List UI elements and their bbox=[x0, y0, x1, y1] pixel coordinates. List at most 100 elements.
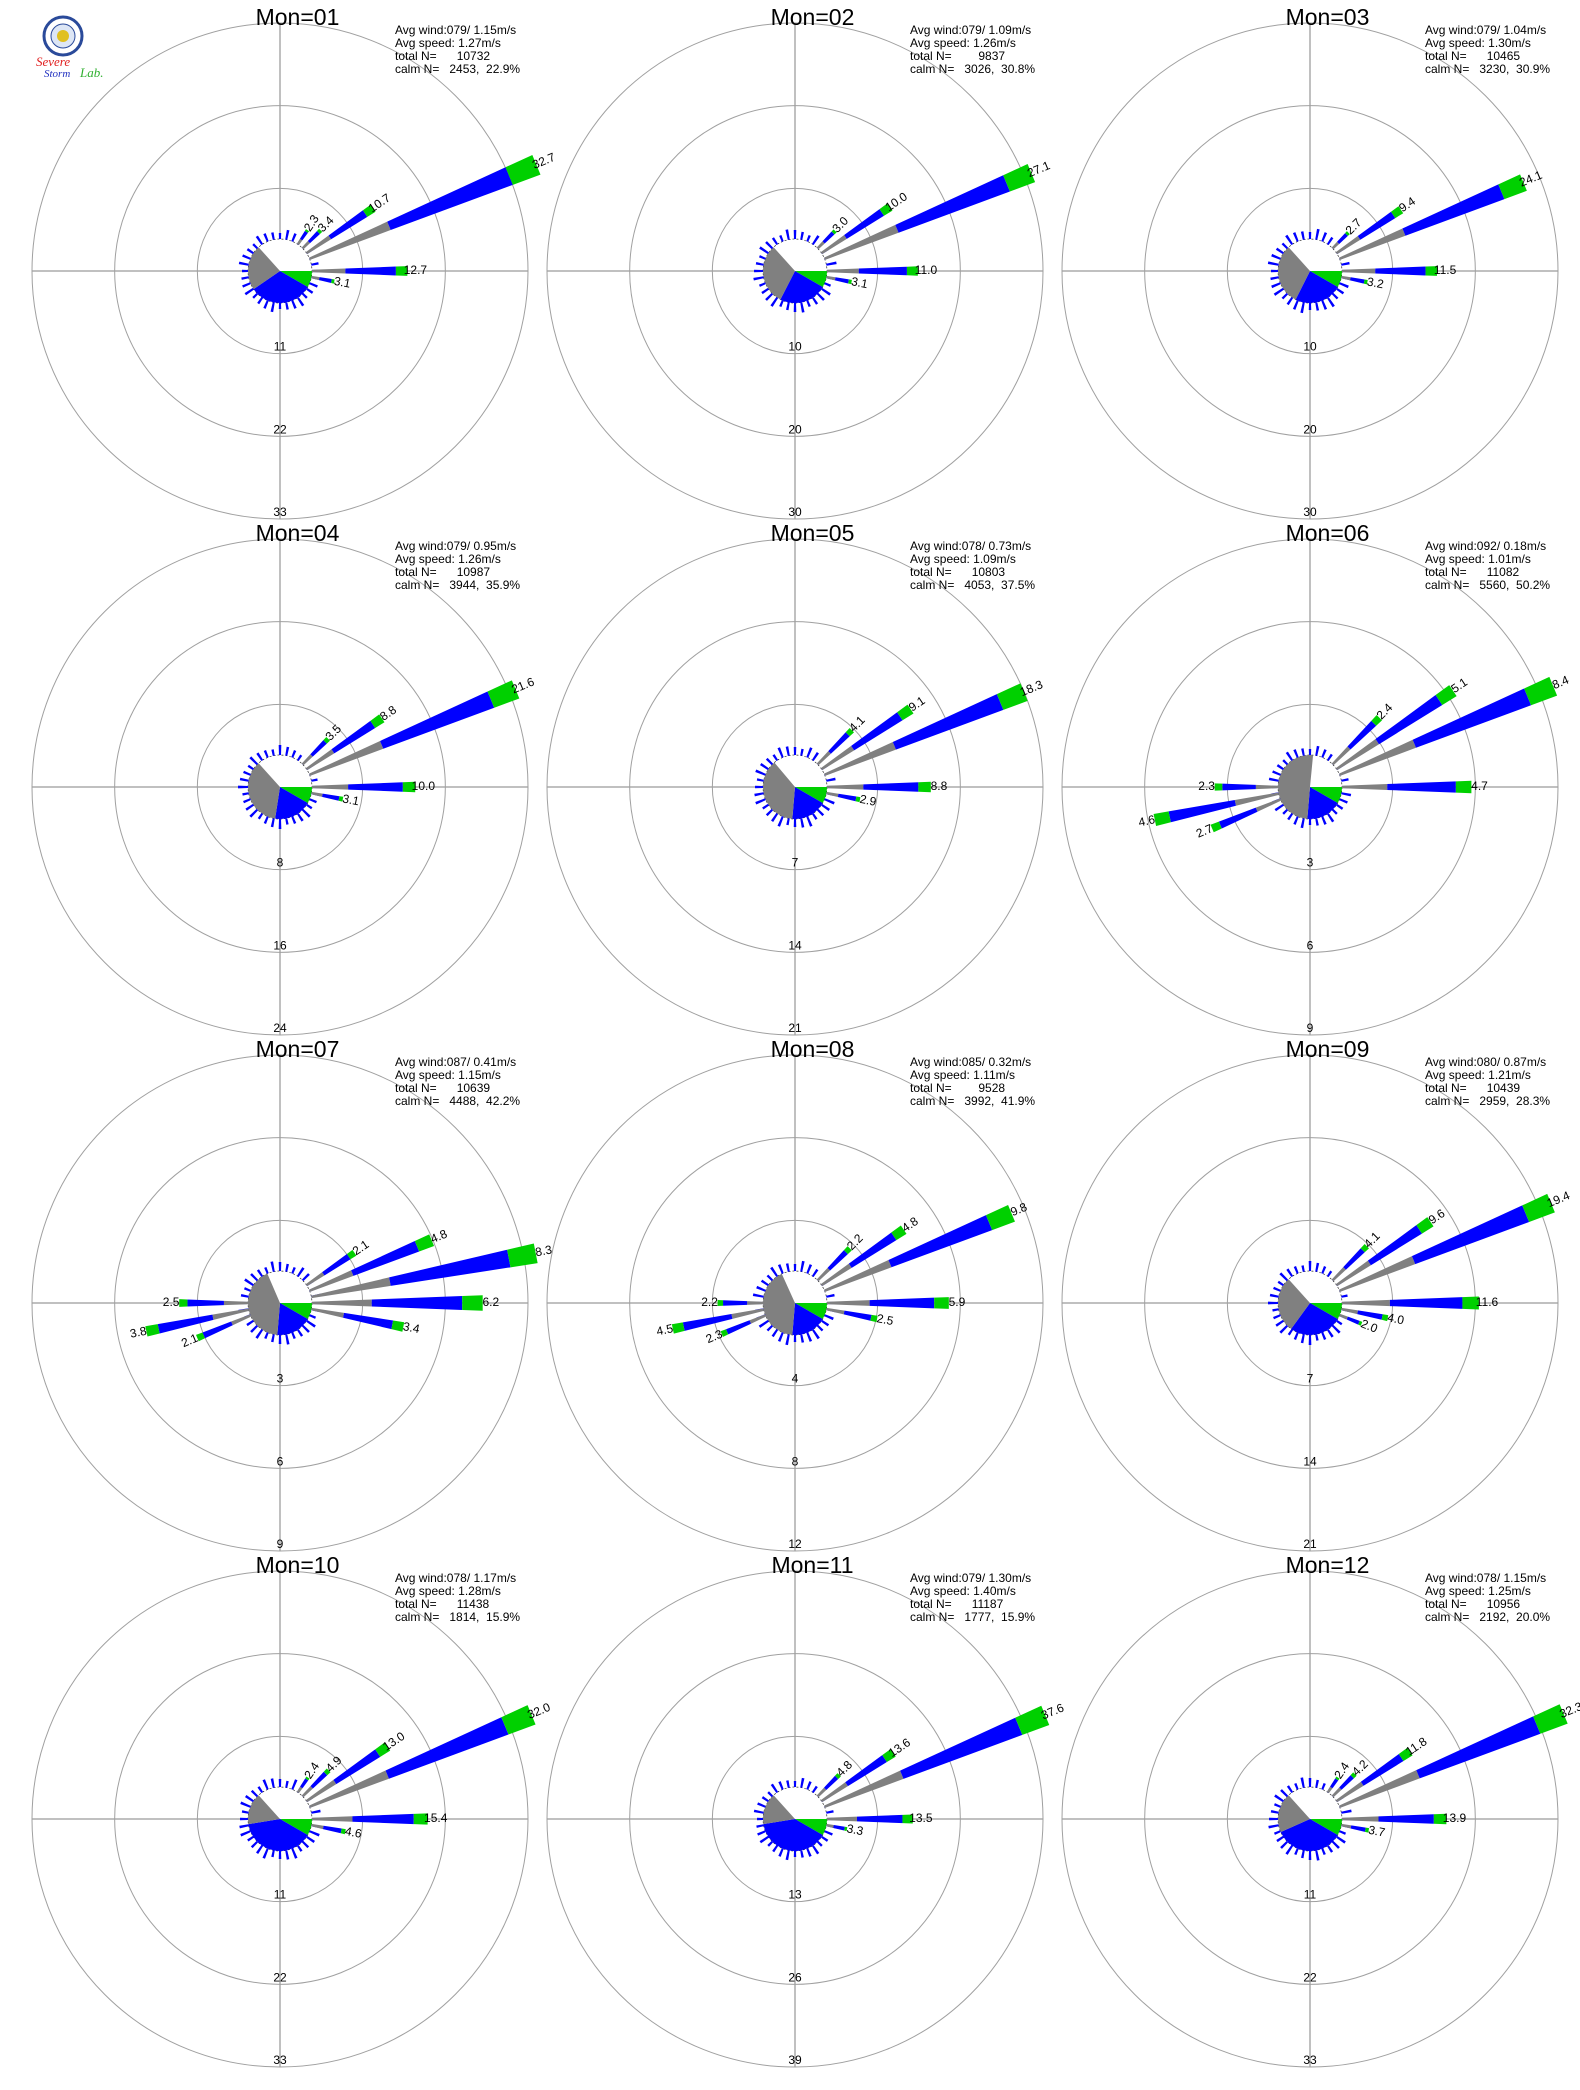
wind-bar-high bbox=[370, 714, 385, 728]
bar-value-label: 2.2 bbox=[701, 1295, 718, 1309]
sector-light bbox=[1280, 1819, 1338, 1851]
wind-bar-mid bbox=[351, 1240, 420, 1276]
panel-title: Mon=09 bbox=[1285, 1036, 1370, 1062]
minor-bar bbox=[1326, 1845, 1334, 1853]
minor-bar bbox=[296, 1329, 304, 1337]
total-n-text: total N= 10465 bbox=[1425, 49, 1521, 63]
sector-calm bbox=[763, 1273, 795, 1335]
minor-bar bbox=[1339, 798, 1348, 804]
bar-value-label: 2.3 bbox=[704, 1327, 725, 1347]
minor-bar bbox=[1315, 1850, 1320, 1861]
wind-bar-mid bbox=[1337, 233, 1348, 244]
wind-bar-mid bbox=[723, 1300, 748, 1306]
minor-bar bbox=[1331, 292, 1339, 300]
wind-bar-low bbox=[1339, 1770, 1420, 1808]
minor-bar bbox=[786, 302, 790, 311]
minor-bar bbox=[262, 1779, 269, 1790]
wind-bar-low bbox=[223, 1300, 249, 1306]
avg-speed-text: Avg speed: 1.30m/s bbox=[1425, 36, 1531, 50]
wind-bar-low bbox=[212, 1308, 249, 1320]
minor-bar bbox=[1326, 236, 1334, 245]
wind-bar-mid bbox=[331, 720, 376, 754]
wind-bar-mid bbox=[310, 1771, 328, 1789]
minor-bar bbox=[1321, 1848, 1326, 1856]
wind-bar-low bbox=[296, 1786, 303, 1794]
wind-bar-high bbox=[879, 203, 893, 216]
wind-bar-mid bbox=[682, 1313, 733, 1331]
minor-bar bbox=[250, 1840, 259, 1849]
minor-bar bbox=[264, 1266, 269, 1274]
avg-wind-text: Avg wind:080/ 0.87m/s bbox=[1425, 1055, 1547, 1069]
minor-bar bbox=[824, 798, 835, 805]
wind-bar-high bbox=[985, 1204, 1015, 1231]
minor-bar bbox=[1315, 818, 1319, 826]
bar-value-label: 11.5 bbox=[1434, 263, 1457, 277]
minor-bar bbox=[244, 1278, 254, 1287]
minor-bar bbox=[256, 752, 264, 761]
bar-value-label: 10.0 bbox=[412, 779, 436, 793]
wind-bar-high bbox=[1214, 783, 1223, 791]
minor-bar bbox=[306, 803, 313, 810]
grid-ring bbox=[1061, 22, 1559, 520]
minor-bar bbox=[257, 297, 264, 305]
avg-speed-text: Avg speed: 1.40m/s bbox=[910, 1584, 1016, 1598]
wind-bar-mid bbox=[1402, 184, 1505, 236]
minor-bar bbox=[270, 1261, 275, 1272]
minor-bar bbox=[1341, 1809, 1352, 1814]
bar-value-label: 2.0 bbox=[1359, 1316, 1380, 1335]
wind-bar-mid bbox=[1360, 1754, 1404, 1786]
minor-bar bbox=[1271, 282, 1281, 289]
sector-calm bbox=[1277, 754, 1314, 819]
minor-bar bbox=[1285, 1845, 1294, 1855]
minor-bar bbox=[239, 777, 249, 782]
minor-bar bbox=[800, 1777, 805, 1788]
calm-n-text: calm N= 1814, 15.9% bbox=[395, 1610, 521, 1624]
minor-bar bbox=[285, 302, 289, 310]
minor-bar bbox=[1300, 1334, 1305, 1344]
minor-bar bbox=[296, 1845, 303, 1852]
wind-bar-high bbox=[844, 1826, 848, 1832]
wind-bar-low bbox=[1331, 1267, 1346, 1282]
minor-bar bbox=[252, 292, 259, 299]
minor-bar bbox=[816, 1324, 824, 1332]
grid-ring bbox=[114, 105, 446, 437]
wind-bar-high bbox=[717, 1300, 724, 1306]
avg-speed-text: Avg speed: 1.28m/s bbox=[395, 1584, 501, 1598]
minor-bar bbox=[759, 1835, 769, 1844]
wind-bar-high bbox=[720, 1329, 729, 1337]
wind-bar-high bbox=[891, 1225, 907, 1241]
ring-label: 39 bbox=[788, 2053, 802, 2067]
wind-bar-high bbox=[414, 1234, 435, 1252]
minor-bar bbox=[1271, 253, 1281, 260]
wind-bar-high bbox=[1363, 279, 1368, 285]
minor-bar bbox=[1274, 803, 1284, 812]
bar-value-label: 12.7 bbox=[404, 263, 428, 277]
minor-bar bbox=[800, 1260, 805, 1272]
wind-bar-mid bbox=[300, 1778, 309, 1789]
wind-bar-high bbox=[1350, 1772, 1357, 1779]
minor-bar bbox=[278, 233, 282, 240]
ring-label: 20 bbox=[788, 422, 802, 436]
minor-bar bbox=[758, 282, 766, 287]
minor-bar bbox=[821, 1319, 830, 1327]
minor-bar bbox=[1285, 751, 1294, 761]
minor-bar bbox=[291, 1779, 298, 1790]
minor-bar bbox=[1279, 1272, 1289, 1282]
stats-block: Avg wind:079/ 0.95m/s Avg speed: 1.26m/s t… bbox=[395, 540, 520, 592]
minor-bar bbox=[1269, 1817, 1279, 1821]
wind-bar-low bbox=[1335, 236, 1361, 255]
sector-light bbox=[248, 1819, 308, 1851]
minor-bar bbox=[778, 1848, 784, 1857]
minor-bar bbox=[250, 1273, 259, 1282]
calm-n-text: calm N= 2192, 20.0% bbox=[1425, 1610, 1551, 1624]
sector-light bbox=[1307, 787, 1338, 819]
minor-bar bbox=[257, 813, 264, 820]
total-n-text: total N= 11082 bbox=[1425, 565, 1520, 579]
wind-bar-mid bbox=[385, 1717, 509, 1779]
minor-bar bbox=[785, 1850, 790, 1861]
wind-bar-low bbox=[816, 1267, 831, 1282]
wind-bar-mid bbox=[1350, 1825, 1366, 1832]
wind-rose-panel: 11 22 33 32.7 10.7 3.4 2.3 12.7 3.1 Mon=01 Avg win… bbox=[20, 5, 557, 525]
avg-wind-text: Avg wind:079/ 0.95m/s bbox=[395, 539, 517, 553]
bar-value-label: 13.0 bbox=[380, 1729, 407, 1754]
